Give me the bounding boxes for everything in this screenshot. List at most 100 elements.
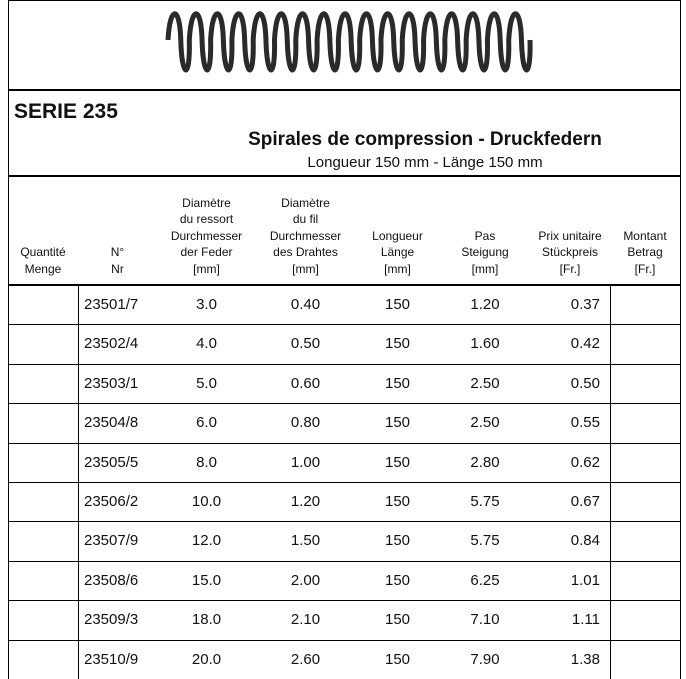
column-header: [mm] [355, 262, 440, 276]
cell: 6.25 [440, 572, 530, 589]
cell: 0.67 [530, 493, 600, 510]
cell: 2.80 [440, 454, 530, 471]
column-header: Pas [440, 229, 530, 243]
cell: 150 [355, 414, 440, 431]
cell: 1.20 [256, 493, 355, 510]
cell: 150 [355, 493, 440, 510]
cell: 7.10 [440, 611, 530, 628]
cell: 1.11 [530, 611, 600, 628]
cell: 23505/5 [84, 454, 138, 471]
border [8, 0, 681, 1]
cell: 0.60 [256, 375, 355, 392]
cell: 2.00 [256, 572, 355, 589]
column-header: [mm] [157, 262, 256, 276]
rule [8, 284, 681, 286]
cell: 0.50 [530, 375, 600, 392]
column-header: Stückpreis [530, 245, 610, 259]
row-rule [8, 561, 681, 562]
row-rule [8, 324, 681, 325]
column-header: Betrag [610, 245, 680, 259]
column-header: Menge [8, 262, 78, 276]
cell: 2.50 [440, 375, 530, 392]
cell: 23510/9 [84, 651, 138, 668]
cell: 6.0 [157, 414, 256, 431]
column-header: [Fr.] [610, 262, 680, 276]
cell: 12.0 [157, 532, 256, 549]
cell: 23506/2 [84, 493, 138, 510]
cell: 2.60 [256, 651, 355, 668]
cell: 1.00 [256, 454, 355, 471]
cell: 150 [355, 335, 440, 352]
cell: 23509/3 [84, 611, 138, 628]
row-rule [8, 403, 681, 404]
row-rule [8, 521, 681, 522]
column-header: du ressort [157, 212, 256, 226]
cell: 1.50 [256, 532, 355, 549]
cell: 23502/4 [84, 335, 138, 352]
column-header: Diamètre [256, 196, 355, 210]
column-header: Prix unitaire [530, 229, 610, 243]
subtitle: Longueur 150 mm - Länge 150 mm [175, 154, 675, 171]
spring-image [0, 0, 686, 90]
cell: 10.0 [157, 493, 256, 510]
column-header: Longueur [355, 229, 440, 243]
cell: 150 [355, 375, 440, 392]
cell: 150 [355, 651, 440, 668]
serie: SERIE 235 [14, 100, 118, 124]
column-header: [mm] [440, 262, 530, 276]
cell: 0.50 [256, 335, 355, 352]
column-header: N° [78, 245, 157, 259]
cell: 150 [355, 296, 440, 313]
rule [8, 175, 681, 177]
cell: 0.40 [256, 296, 355, 313]
column-header: Montant [610, 229, 680, 243]
row-rule [8, 600, 681, 601]
row-rule [8, 482, 681, 483]
rule [8, 89, 681, 91]
cell: 0.42 [530, 335, 600, 352]
row-rule [8, 443, 681, 444]
column-header: Durchmesser [157, 229, 256, 243]
page: SERIE 235 Spirales de compression - Druc… [0, 0, 686, 679]
column-header: Durchmesser [256, 229, 355, 243]
cell: 0.37 [530, 296, 600, 313]
border [680, 0, 681, 679]
column-header: Quantité [8, 245, 78, 259]
column-header: Steigung [440, 245, 530, 259]
cell: 5.75 [440, 532, 530, 549]
cell: 4.0 [157, 335, 256, 352]
cell: 150 [355, 572, 440, 589]
column-header: [mm] [256, 262, 355, 276]
column-header: Nr [78, 262, 157, 276]
cell: 150 [355, 532, 440, 549]
cell: 23508/6 [84, 572, 138, 589]
cell: 3.0 [157, 296, 256, 313]
cell: 18.0 [157, 611, 256, 628]
title: Spirales de compression - Druckfedern [175, 129, 675, 151]
cell: 5.0 [157, 375, 256, 392]
column-header: du fil [256, 212, 355, 226]
cell: 2.10 [256, 611, 355, 628]
cell: 8.0 [157, 454, 256, 471]
row-rule [8, 364, 681, 365]
cell: 1.01 [530, 572, 600, 589]
column-header: Länge [355, 245, 440, 259]
column-header: des Drahtes [256, 245, 355, 259]
cell: 15.0 [157, 572, 256, 589]
row-rule [8, 640, 681, 641]
cell: 20.0 [157, 651, 256, 668]
cell: 0.55 [530, 414, 600, 431]
cell: 1.20 [440, 296, 530, 313]
cell: 5.75 [440, 493, 530, 510]
cell: 23503/1 [84, 375, 138, 392]
cell: 7.90 [440, 651, 530, 668]
spring-coil [168, 14, 530, 70]
cell: 1.38 [530, 651, 600, 668]
cell: 150 [355, 454, 440, 471]
cell: 2.50 [440, 414, 530, 431]
cell: 23504/8 [84, 414, 138, 431]
cell: 150 [355, 611, 440, 628]
column-header: der Feder [157, 245, 256, 259]
cell: 23501/7 [84, 296, 138, 313]
cell: 23507/9 [84, 532, 138, 549]
